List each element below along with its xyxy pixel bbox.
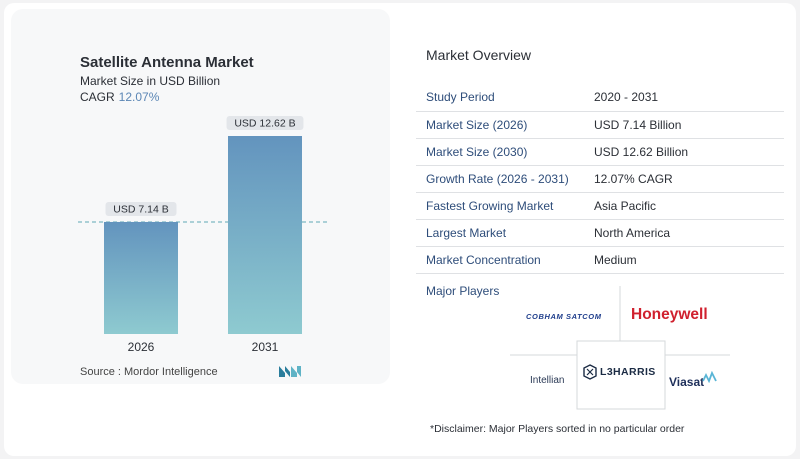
row-key: Largest Market (416, 219, 594, 247)
row-key: Market Size (2026) (416, 111, 594, 139)
overview-table: Study Period 2020 - 2031 Market Size (202… (416, 84, 784, 274)
cagr-label: CAGR (80, 90, 115, 104)
players-grid (510, 286, 730, 410)
data-label: USD 12.62 B (234, 118, 295, 130)
bar-2031 (228, 136, 302, 334)
cagr-line: CAGR 12.07% (80, 90, 159, 104)
table-row: Growth Rate (2026 - 2031) 12.07% CAGR (416, 165, 784, 193)
row-key: Growth Rate (2026 - 2031) (416, 165, 594, 193)
row-key: Study Period (416, 84, 594, 112)
row-value: USD 7.14 Billion (594, 111, 784, 139)
player-viasat-logo: Viasat (669, 375, 705, 389)
bar-chart: USD 7.14 B 2026 USD 12.62 B 2031 (78, 116, 330, 354)
chart-subtitle: Market Size in USD Billion (80, 74, 221, 88)
row-value: Asia Pacific (594, 192, 784, 220)
row-value: 12.07% CAGR (594, 165, 784, 193)
player-honeywell-logo: Honeywell (631, 306, 708, 323)
row-value: North America (594, 219, 784, 247)
player-l3harris-logo: L3HARRIS (600, 366, 656, 378)
data-label-box (105, 201, 177, 216)
cagr-value: 12.07% (118, 90, 160, 104)
row-value: Medium (594, 246, 784, 274)
source-text: Source : Mordor Intelligence (80, 366, 218, 378)
market-overview-title: Market Overview (426, 47, 532, 63)
x-tick-label: 2026 (128, 340, 155, 354)
data-label: USD 7.14 B (113, 203, 168, 215)
row-key: Market Size (2030) (416, 138, 594, 166)
table-row: Market Size (2030) USD 12.62 Billion (416, 138, 784, 166)
bar-2026 (104, 221, 178, 334)
table-row: Market Size (2026) USD 7.14 Billion (416, 111, 784, 139)
disclaimer-text: *Disclaimer: Major Players sorted in no … (430, 423, 685, 435)
row-key: Market Concentration (416, 246, 594, 274)
x-tick-label: 2031 (252, 340, 279, 354)
table-row: Largest Market North America (416, 219, 784, 247)
l3harris-emblem-icon (583, 364, 597, 380)
player-cobham-logo: COBHAM SATCOM (526, 312, 602, 321)
table-row: Market Concentration Medium (416, 246, 784, 274)
table-row: Study Period 2020 - 2031 (416, 84, 784, 112)
row-value: 2020 - 2031 (594, 84, 784, 112)
major-players-title: Major Players (426, 284, 500, 298)
row-key: Fastest Growing Market (416, 192, 594, 220)
player-intellian-logo: Intellian (530, 375, 565, 386)
table-row: Fastest Growing Market Asia Pacific (416, 192, 784, 220)
chart-title: Satellite Antenna Market (80, 54, 254, 71)
mordor-logo-icon (279, 366, 301, 377)
row-value: USD 12.62 Billion (594, 138, 784, 166)
viasat-waves-icon (702, 371, 717, 383)
data-label-box (226, 116, 304, 130)
chart-card (11, 9, 390, 384)
